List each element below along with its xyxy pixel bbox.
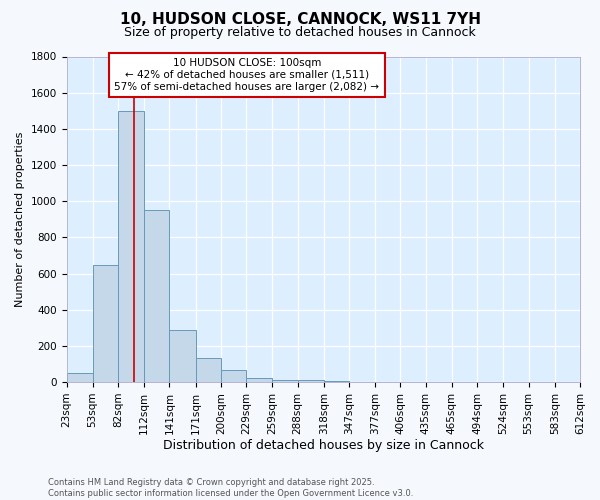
Bar [144, 210, 169, 382]
Text: Contains HM Land Registry data © Crown copyright and database right 2025.
Contai: Contains HM Land Registry data © Crown c… [48, 478, 413, 498]
Bar [196, 358, 221, 382]
Bar [246, 378, 272, 382]
X-axis label: Distribution of detached houses by size in Cannock: Distribution of detached houses by size … [163, 440, 484, 452]
Bar [67, 373, 92, 382]
Bar [169, 330, 196, 382]
Bar [272, 380, 298, 382]
Y-axis label: Number of detached properties: Number of detached properties [15, 132, 25, 307]
Bar [118, 111, 144, 382]
Bar [221, 370, 246, 382]
Text: Size of property relative to detached houses in Cannock: Size of property relative to detached ho… [124, 26, 476, 39]
Bar [323, 381, 349, 382]
Bar [92, 264, 118, 382]
Text: 10, HUDSON CLOSE, CANNOCK, WS11 7YH: 10, HUDSON CLOSE, CANNOCK, WS11 7YH [119, 12, 481, 28]
Text: 10 HUDSON CLOSE: 100sqm
← 42% of detached houses are smaller (1,511)
57% of semi: 10 HUDSON CLOSE: 100sqm ← 42% of detache… [115, 58, 379, 92]
Bar [298, 380, 323, 382]
